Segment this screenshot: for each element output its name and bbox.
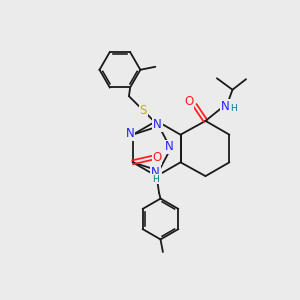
Text: O: O [152, 151, 162, 164]
Text: N: N [126, 127, 135, 140]
Text: S: S [140, 104, 147, 117]
Text: N: N [152, 169, 161, 183]
Text: H: H [152, 175, 159, 184]
Text: H: H [230, 104, 237, 113]
Text: N: N [165, 140, 174, 154]
Text: O: O [184, 95, 194, 108]
Text: N: N [151, 166, 160, 179]
Text: N: N [153, 118, 162, 131]
Text: N: N [221, 100, 230, 113]
